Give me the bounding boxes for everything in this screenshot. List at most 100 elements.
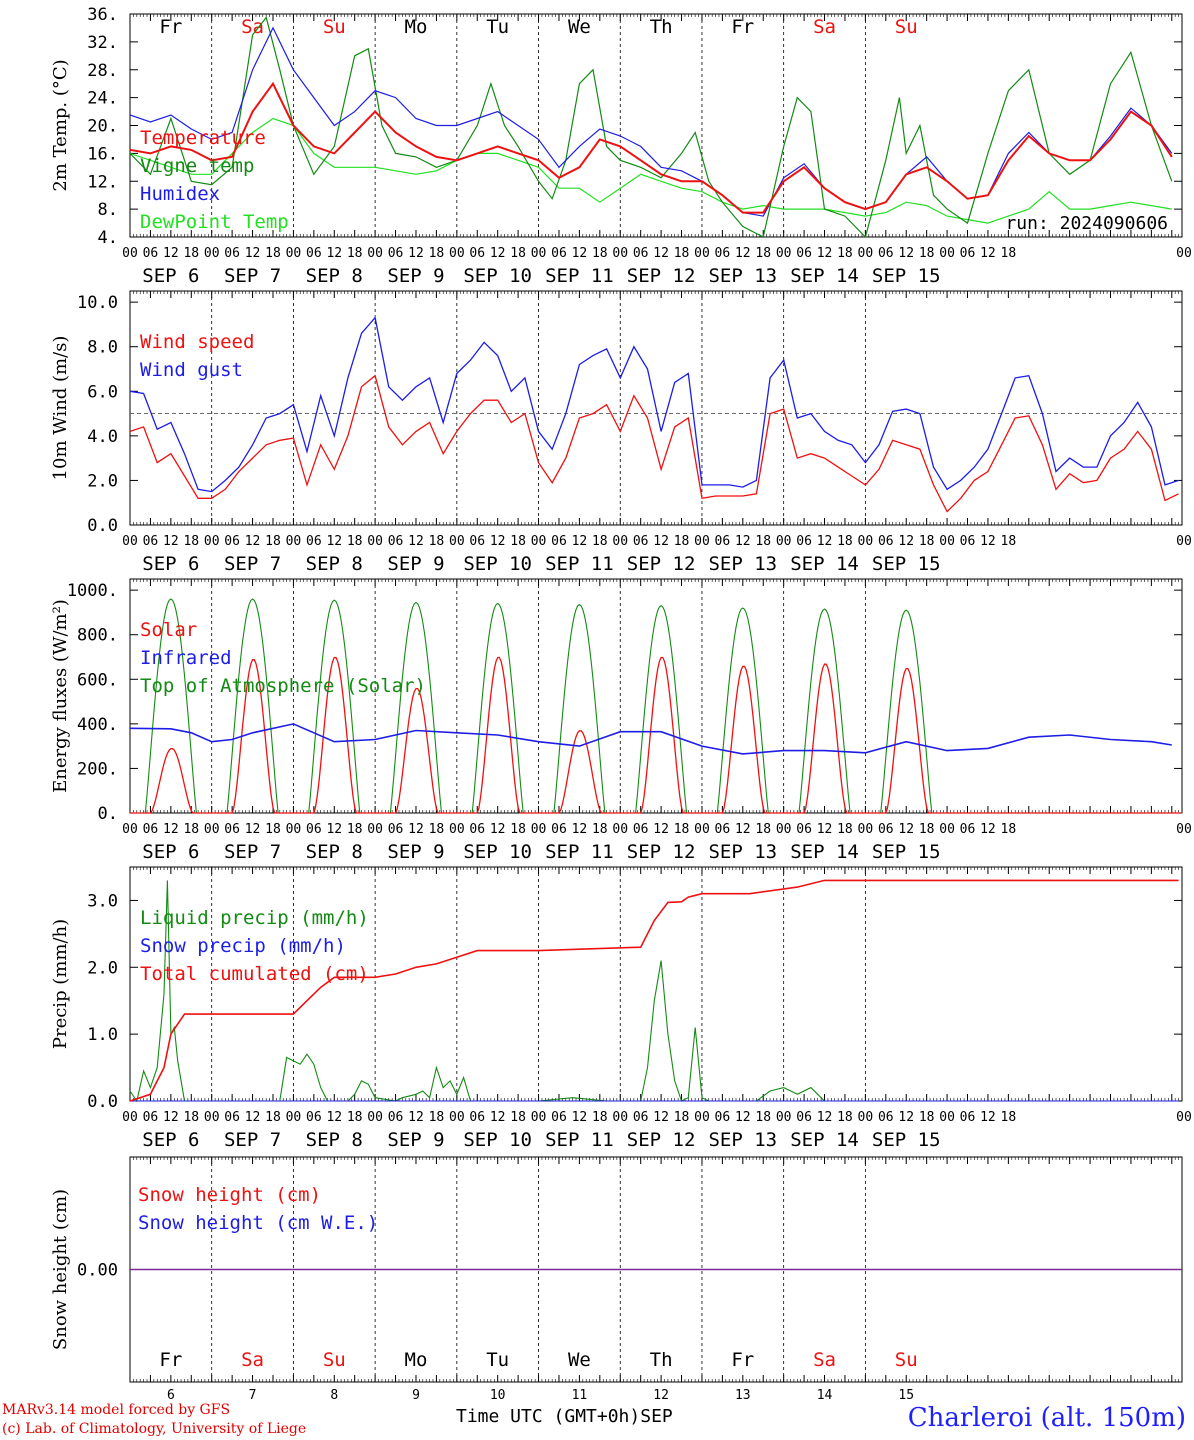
weekday-label: Sa [241, 1349, 264, 1371]
hour-tick-label: 06 [143, 534, 159, 549]
hour-tick-label: 06 [633, 246, 649, 261]
date-label: SEP 8 [306, 553, 363, 575]
weekday-label: Mo [405, 16, 428, 38]
hour-tick-label: 18 [837, 534, 853, 549]
panel-frame [129, 290, 1183, 526]
date-label: SEP 6 [142, 553, 199, 575]
legend-entry: DewPoint Temp [140, 211, 289, 233]
hour-tick-label: 12 [980, 534, 996, 549]
hour-tick-label: 00 [694, 1110, 710, 1125]
date-label: SEP 7 [224, 553, 281, 575]
weekday-label: Sa [241, 16, 264, 38]
hour-tick-label: 00 [939, 534, 955, 549]
hour-tick-label: 06 [306, 1110, 322, 1125]
y-axis-label: Energy fluxes (W/m²) [50, 599, 71, 793]
panel-4: 3.0 2.0 1.0 0.0 Precip (mm/h) 00 06 12 18 00 06 12 1… [50, 866, 1192, 1151]
hour-tick-label: 00 [612, 1110, 628, 1125]
day-number-label: 12 [653, 1388, 669, 1403]
y-tick-label: 600. [77, 670, 118, 690]
hour-tick-label: 06 [306, 822, 322, 837]
series-line-total-cumulated [129, 879, 1179, 1102]
date-label: SEP 13 [708, 265, 777, 287]
hour-tick-label: 00 [122, 246, 138, 261]
x-axis-title-month: SEP [640, 1406, 673, 1427]
hour-tick-label: 00 [204, 822, 220, 837]
legend-entry: Snow height (cm) [138, 1184, 321, 1206]
hour-tick-label: 06 [878, 1110, 894, 1125]
y-tick-label: 0.00 [77, 1261, 118, 1281]
hour-tick-label: 12 [408, 822, 424, 837]
weekday-label: Fr [731, 1349, 754, 1371]
date-label: SEP 7 [224, 1129, 281, 1151]
hour-tick-label: 18 [347, 534, 363, 549]
hour-tick-label: 18 [1001, 246, 1017, 261]
hour-tick-label: 18 [265, 534, 281, 549]
date-label: SEP 13 [708, 1129, 777, 1151]
series-line-infrared [129, 723, 1172, 755]
hour-tick-label: 12 [245, 822, 261, 837]
hour-tick-label: 06 [306, 534, 322, 549]
date-label: SEP 9 [387, 1129, 444, 1151]
hour-tick-label: 06 [551, 246, 567, 261]
hour-tick-label: 06 [388, 1110, 404, 1125]
hour-tick-label: 00 [612, 822, 628, 837]
hour-tick-label: 00 [858, 534, 874, 549]
y-tick-label: 200. [77, 759, 118, 779]
hour-tick-label: 06 [960, 822, 976, 837]
hour-tick-label: 00 [367, 822, 383, 837]
hour-tick-label: 18 [347, 246, 363, 261]
hour-tick-label: 00 [776, 534, 792, 549]
weekday-label: Th [650, 1349, 673, 1371]
hour-tick-label: 00 [367, 1110, 383, 1125]
y-tick-label: 32. [87, 33, 118, 53]
hour-tick-label: 12 [572, 822, 588, 837]
legend-entry: Temperature [140, 127, 266, 149]
y-tick-label: 1.0 [87, 1025, 118, 1045]
hour-tick-label: 18 [837, 246, 853, 261]
hour-tick-label: 12 [163, 246, 179, 261]
hour-tick-label: 00 [776, 1110, 792, 1125]
hour-tick-label: 12 [653, 1110, 669, 1125]
hour-tick-label: 00 [531, 822, 547, 837]
hour-tick-label: 18 [755, 246, 771, 261]
hour-tick-label: 06 [469, 1110, 485, 1125]
hour-tick-label: 18 [429, 1110, 445, 1125]
series-line-toa [130, 598, 1182, 814]
date-label: SEP 14 [790, 841, 859, 863]
hour-tick-label: 06 [633, 534, 649, 549]
hour-tick-label: 00 [612, 534, 628, 549]
hour-tick-label: 00 [776, 822, 792, 837]
hour-tick-label: 00 [939, 246, 955, 261]
legend-entry: Snow height (cm W.E.) [138, 1212, 378, 1234]
series-line-vigne-temp [130, 16, 1173, 237]
hour-tick-label: 00 [858, 822, 874, 837]
hour-tick-label: 06 [796, 246, 812, 261]
hour-tick-label: 06 [960, 1110, 976, 1125]
weekday-label: Sa [813, 1349, 836, 1371]
hour-tick-label: 12 [245, 246, 261, 261]
hour-tick-label: 06 [469, 822, 485, 837]
hour-tick-label: 12 [326, 534, 342, 549]
y-tick-label: 3.0 [87, 891, 118, 911]
weekday-label: We [568, 1349, 591, 1371]
y-tick-label: 1000. [67, 581, 118, 601]
hour-tick-label: 18 [183, 246, 199, 261]
hour-tick-label: 18 [510, 1110, 526, 1125]
hour-tick-label: 18 [919, 246, 935, 261]
hour-tick-label: 06 [143, 246, 159, 261]
hour-tick-label: 00 [286, 1110, 302, 1125]
y-tick-label: 20. [87, 117, 118, 137]
hour-tick-label: 12 [817, 246, 833, 261]
hour-tick-label: 06 [551, 534, 567, 549]
hour-tick-label: 00 [204, 1110, 220, 1125]
hour-tick-label: 12 [490, 246, 506, 261]
date-label: SEP 14 [790, 553, 859, 575]
date-label: SEP 9 [387, 841, 444, 863]
hour-tick-label: 18 [429, 822, 445, 837]
y-tick-label: 8.0 [87, 338, 118, 358]
day-number-label: 7 [249, 1388, 257, 1403]
hour-tick-label: 00 [286, 246, 302, 261]
hour-tick-label: 12 [408, 1110, 424, 1125]
date-label: SEP 8 [306, 841, 363, 863]
legend-entry: Total cumulated (cm) [140, 963, 369, 985]
